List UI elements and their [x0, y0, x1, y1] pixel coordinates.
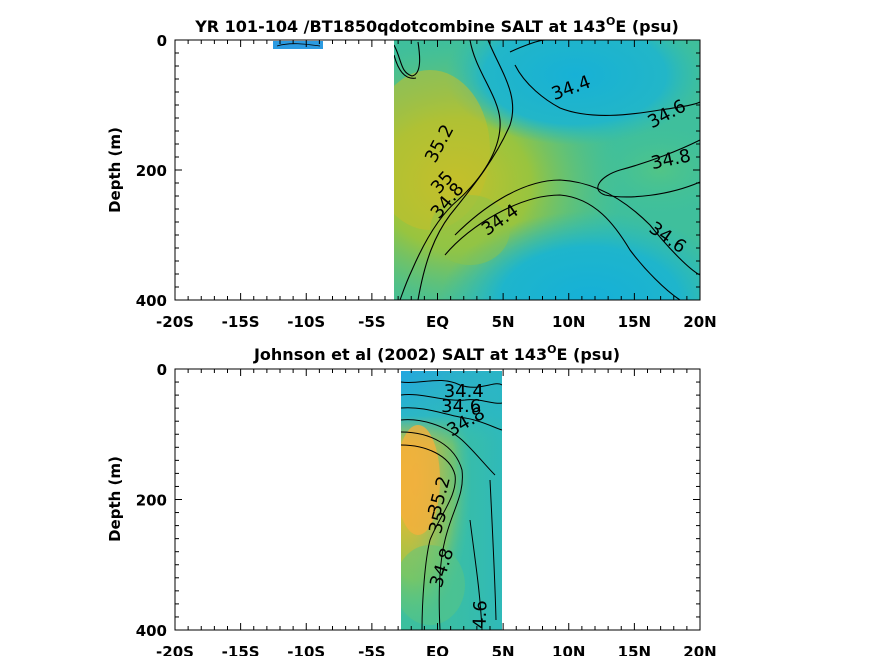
- bottom-x-tick-labels: -20S -15S -10S -5S EQ 5N 10N 15N 20N: [156, 643, 717, 656]
- top-x-tick-label: 10N: [552, 313, 585, 331]
- top-tick-marks: [174, 39, 701, 301]
- bottom-y-tick-labels: 0 200 400: [136, 361, 167, 640]
- top-x-tick-label: 5N: [492, 313, 515, 331]
- bot-x-tick-label: -20S: [156, 643, 194, 656]
- top-x-tick-labels: -20S -15S -10S -5S EQ 5N 10N 15N 20N: [156, 313, 717, 331]
- top-surface-patch: [273, 41, 323, 49]
- top-panel: YR 101-104 /BT1850qdotcombine SALT at 14…: [106, 15, 717, 331]
- top-y-tick-label: 0: [157, 32, 167, 50]
- top-x-tick-label: -10S: [287, 313, 325, 331]
- top-x-tick-label: -5S: [358, 313, 385, 331]
- top-y-tick-label: 200: [136, 162, 167, 180]
- top-x-tick-label: -20S: [156, 313, 194, 331]
- bot-y-tick-label: 400: [136, 622, 167, 640]
- bot-x-tick-label: 20N: [683, 643, 716, 656]
- bottom-panel: Johnson et al (2002) SALT at 143OE (psu)…: [106, 343, 717, 656]
- bot-x-tick-label: 5N: [492, 643, 515, 656]
- top-y-axis-label: Depth (m): [106, 127, 124, 213]
- top-title-superscript: O: [606, 15, 615, 28]
- bot-x-tick-label: EQ: [426, 643, 449, 656]
- bot-x-tick-label: 15N: [618, 643, 651, 656]
- bot-contour-label: 34.6: [441, 396, 481, 417]
- bottom-title-superscript: O: [547, 343, 556, 356]
- top-y-tick-labels: 0 200 400: [136, 32, 167, 310]
- bot-x-tick-label: -5S: [358, 643, 385, 656]
- bot-contour-label: 34.6: [469, 600, 491, 641]
- bottom-contour-lines: [401, 379, 502, 630]
- top-x-tick-label: 15N: [618, 313, 651, 331]
- top-title-main: YR 101-104 /BT1850qdotcombine SALT at 14…: [194, 17, 606, 36]
- top-x-tick-label: EQ: [426, 313, 449, 331]
- bottom-tick-marks: [174, 368, 701, 631]
- top-panel-title: YR 101-104 /BT1850qdotcombine SALT at 14…: [194, 15, 679, 36]
- top-x-tick-label: 20N: [683, 313, 716, 331]
- bot-y-tick-label: 200: [136, 492, 167, 510]
- bot-x-tick-label: 10N: [552, 643, 585, 656]
- bottom-title-main: Johnson et al (2002) SALT at 143: [253, 345, 547, 364]
- top-x-tick-label: -15S: [222, 313, 260, 331]
- top-surface-patch-contour: [276, 43, 321, 47]
- top-title-tail: E (psu): [615, 17, 679, 36]
- bot-x-tick-label: -15S: [222, 643, 260, 656]
- bot-contour-label: 34.4: [444, 381, 484, 402]
- bottom-y-axis-label: Depth (m): [106, 456, 124, 542]
- bottom-panel-title: Johnson et al (2002) SALT at 143OE (psu): [253, 343, 620, 364]
- bot-x-tick-label: -10S: [287, 643, 325, 656]
- bot-y-tick-label: 0: [157, 361, 167, 379]
- bottom-title-tail: E (psu): [557, 345, 621, 364]
- top-y-tick-label: 400: [136, 292, 167, 310]
- top-contour-lines: [394, 40, 700, 300]
